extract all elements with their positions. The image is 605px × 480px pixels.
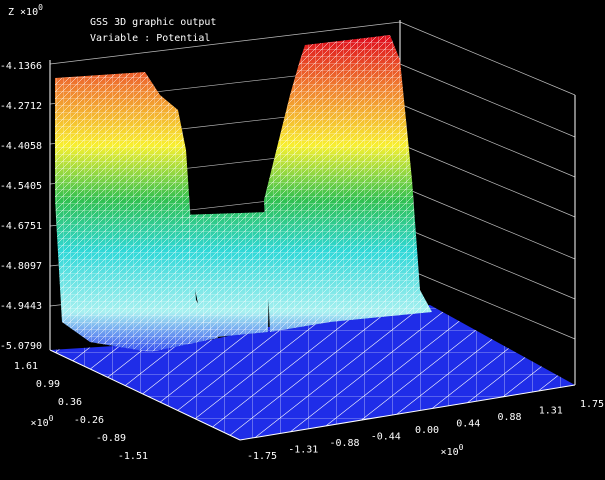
title: GSS 3D graphic output bbox=[90, 17, 216, 28]
y-tick-label: -0.26 bbox=[74, 415, 104, 426]
z-tick-label: -4.4058 bbox=[0, 141, 42, 152]
z-tick-label: -4.6751 bbox=[0, 221, 42, 232]
y-exponent: 0 bbox=[49, 414, 54, 423]
y-unit: ×10 bbox=[31, 418, 49, 429]
x-tick-label: 0.88 bbox=[497, 412, 521, 423]
x-tick-label: 1.31 bbox=[539, 406, 563, 417]
z-exponent: 0 bbox=[38, 3, 43, 12]
x-exponent: 0 bbox=[459, 443, 464, 452]
subtitle: Variable : Potential bbox=[90, 33, 210, 44]
x-tick-label: 0.00 bbox=[415, 425, 439, 436]
x-unit: ×10 bbox=[441, 447, 459, 458]
x-unit-label: ×100 bbox=[441, 443, 464, 459]
y-unit-label: ×100 bbox=[31, 414, 54, 430]
x-tick-label: 0.44 bbox=[456, 419, 480, 430]
z-label: Z ×100 bbox=[8, 3, 43, 19]
x-tick-label: -0.44 bbox=[371, 432, 401, 443]
surface bbox=[50, 35, 575, 440]
y-tick-label: -0.89 bbox=[96, 433, 126, 444]
x-tick-label: -1.75 bbox=[247, 451, 277, 462]
z-unit: Z ×10 bbox=[8, 7, 38, 18]
y-tick-label: 0.36 bbox=[58, 397, 82, 408]
z-tick-label: -4.9443 bbox=[0, 301, 42, 312]
z-tick-label: -4.5405 bbox=[0, 181, 42, 192]
axes bbox=[49, 349, 576, 441]
y-tick-label: -1.51 bbox=[118, 451, 148, 462]
z-tick-label: -4.2712 bbox=[0, 101, 42, 112]
x-tick-label: -1.31 bbox=[288, 445, 318, 456]
y-tick-label: 1.61 bbox=[14, 361, 38, 372]
z-tick-label: -4.1366 bbox=[0, 61, 42, 72]
z-tick-label: -5.0790 bbox=[0, 341, 42, 352]
y-tick-label: 0.99 bbox=[36, 379, 60, 390]
x-tick-label: -0.88 bbox=[329, 438, 359, 449]
z-tick-label: -4.8097 bbox=[0, 261, 42, 272]
x-tick-label: 1.75 bbox=[580, 399, 604, 410]
